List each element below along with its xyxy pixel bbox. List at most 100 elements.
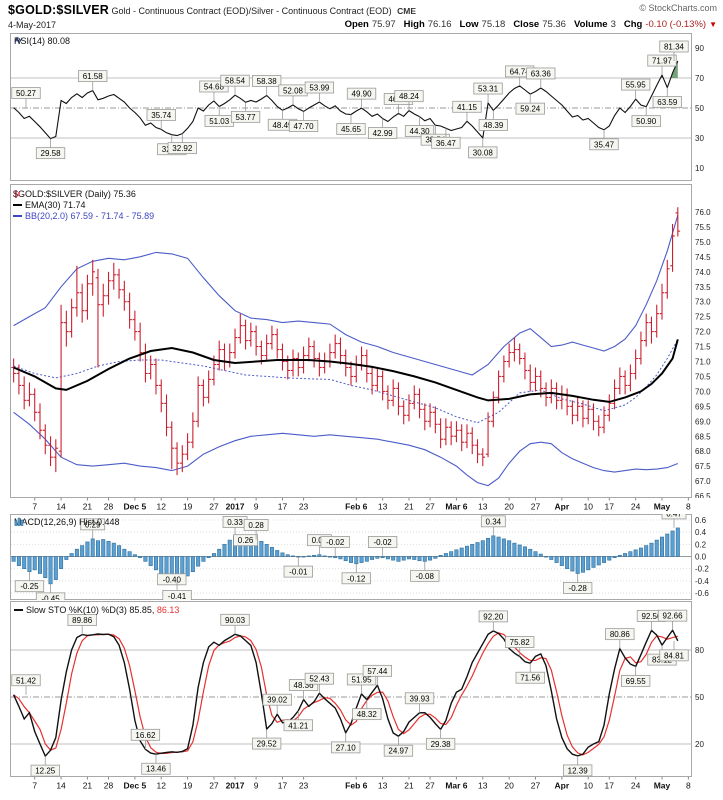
svg-text:14: 14 xyxy=(56,502,66,512)
svg-text:29.38: 29.38 xyxy=(431,740,452,749)
svg-text:24.97: 24.97 xyxy=(388,747,409,756)
svg-text:24: 24 xyxy=(631,781,641,791)
svg-text:50: 50 xyxy=(695,693,704,702)
svg-text:41.21: 41.21 xyxy=(288,721,309,730)
svg-text:24: 24 xyxy=(631,502,641,512)
svg-text:13: 13 xyxy=(378,502,388,512)
svg-text:61.58: 61.58 xyxy=(83,72,104,81)
svg-text:72.0: 72.0 xyxy=(695,328,711,337)
svg-text:21: 21 xyxy=(83,502,93,512)
svg-text:59.24: 59.24 xyxy=(520,105,541,114)
svg-text:-0.40: -0.40 xyxy=(163,575,182,584)
svg-text:0.26: 0.26 xyxy=(238,536,254,545)
svg-text:47.70: 47.70 xyxy=(294,122,315,131)
svg-text:12.39: 12.39 xyxy=(568,766,589,775)
svg-text:48.24: 48.24 xyxy=(399,92,420,101)
quote-value-volume: 3 xyxy=(610,19,616,30)
rsi-legend-label: RSI(14) 80.08 xyxy=(14,36,71,46)
svg-text:7: 7 xyxy=(32,781,37,791)
svg-text:21: 21 xyxy=(404,781,414,791)
svg-text:63.36: 63.36 xyxy=(531,69,552,78)
svg-text:-0.08: -0.08 xyxy=(416,572,435,581)
svg-text:12: 12 xyxy=(156,502,166,512)
svg-text:27.10: 27.10 xyxy=(336,743,357,752)
sto-legend-k: Slow STO %K(10) %D(3) 85.85, xyxy=(26,605,155,615)
quote-value-open: 75.97 xyxy=(371,19,396,30)
chg-dropdown-icon[interactable]: ▼ xyxy=(709,20,717,29)
svg-text:10: 10 xyxy=(583,781,593,791)
svg-text:Apr: Apr xyxy=(555,502,570,512)
svg-text:13.46: 13.46 xyxy=(146,765,167,774)
svg-text:19: 19 xyxy=(183,781,193,791)
quote-value-close: 75.36 xyxy=(542,19,566,30)
svg-text:63.59: 63.59 xyxy=(657,98,678,107)
svg-text:52.43: 52.43 xyxy=(309,675,330,684)
svg-text:35.47: 35.47 xyxy=(594,140,615,149)
svg-text:21: 21 xyxy=(404,502,414,512)
svg-text:23: 23 xyxy=(299,502,309,512)
chart-header: $GOLD:$SILVER Gold - Continuous Contract… xyxy=(8,3,717,30)
symbol-title: $GOLD:$SILVER xyxy=(8,3,109,17)
svg-text:Feb 6: Feb 6 xyxy=(345,781,367,791)
quote-value-high: 76.16 xyxy=(427,19,452,30)
svg-text:90.03: 90.03 xyxy=(225,616,246,625)
svg-text:8: 8 xyxy=(686,502,691,512)
svg-text:16.62: 16.62 xyxy=(135,731,156,740)
svg-text:12: 12 xyxy=(156,781,166,791)
ema-legend: EMA(30) 71.74 xyxy=(25,200,86,210)
svg-text:71.56: 71.56 xyxy=(520,674,541,683)
svg-text:30.08: 30.08 xyxy=(473,148,494,157)
quote-label-open: Open xyxy=(344,19,369,30)
svg-text:68.5: 68.5 xyxy=(695,432,711,441)
svg-text:92.20: 92.20 xyxy=(483,612,504,621)
svg-text:54.68: 54.68 xyxy=(204,82,225,91)
price-legend: $GOLD:$SILVER (Daily) 75.36 EMA(30) 71.7… xyxy=(13,189,154,222)
svg-text:84.81: 84.81 xyxy=(664,651,685,660)
svg-text:92.66: 92.66 xyxy=(663,612,684,621)
price-legend-main-row: $GOLD:$SILVER (Daily) 75.36 xyxy=(13,189,154,200)
svg-text:50.90: 50.90 xyxy=(636,117,657,126)
stochastic-panel: 51.42 12.25 89.86 16.62 13.46 90.03 29.52 39.02… xyxy=(10,601,704,777)
svg-text:28: 28 xyxy=(104,781,114,791)
macd-legend-label: MACD(12,26,9) Hist 0.448 xyxy=(14,517,120,527)
svg-text:10: 10 xyxy=(695,164,704,173)
svg-text:76.0: 76.0 xyxy=(695,208,711,217)
svg-text:29.58: 29.58 xyxy=(41,149,62,158)
bb-legend: BB(20,2.0) 67.59 - 71.74 - 75.89 xyxy=(25,211,155,221)
svg-text:2017: 2017 xyxy=(226,502,245,512)
svg-text:67.5: 67.5 xyxy=(695,462,711,471)
svg-text:0.2: 0.2 xyxy=(695,540,707,549)
svg-text:9: 9 xyxy=(254,781,259,791)
svg-text:17: 17 xyxy=(278,781,288,791)
svg-text:75.82: 75.82 xyxy=(510,638,531,647)
svg-text:30: 30 xyxy=(695,134,704,143)
svg-text:-0.02: -0.02 xyxy=(326,538,345,547)
quote-values: Open 75.97 High 76.16 Low 75.18 Close 75.36 Volu… xyxy=(337,19,707,30)
svg-text:27: 27 xyxy=(531,502,541,512)
quote-label-chg: Chg xyxy=(623,19,643,30)
svg-text:89.86: 89.86 xyxy=(72,616,93,625)
svg-text:48.39: 48.39 xyxy=(483,121,504,130)
svg-text:29.52: 29.52 xyxy=(257,740,278,749)
svg-text:92.50: 92.50 xyxy=(641,612,662,621)
date-axis-lower: 7 14 21 28 Dec 5 12 19 27 2017 9 17 23 Feb 6 13 21 27 Ma… xyxy=(32,777,691,791)
svg-text:Mar 6: Mar 6 xyxy=(445,502,467,512)
svg-text:50: 50 xyxy=(695,104,704,113)
svg-text:20: 20 xyxy=(504,502,514,512)
svg-text:-0.6: -0.6 xyxy=(695,589,709,598)
svg-text:45.65: 45.65 xyxy=(341,125,362,134)
price-chart-icon xyxy=(15,190,20,198)
rsi-panel: 50.2729.5861.5835.7432.1732.9254.6851.03… xyxy=(10,33,704,181)
svg-text:0.03: 0.03 xyxy=(312,536,328,545)
svg-text:69.5: 69.5 xyxy=(695,402,711,411)
svg-text:27: 27 xyxy=(425,781,435,791)
svg-text:7: 7 xyxy=(32,502,37,512)
svg-text:28: 28 xyxy=(104,502,114,512)
svg-text:0.0: 0.0 xyxy=(695,553,707,562)
svg-text:64.74: 64.74 xyxy=(510,67,531,76)
k-line-swatch xyxy=(14,609,23,611)
svg-text:51.03: 51.03 xyxy=(209,117,230,126)
svg-text:69.55: 69.55 xyxy=(626,677,647,686)
svg-text:May: May xyxy=(654,781,671,791)
svg-text:55.95: 55.95 xyxy=(626,81,647,90)
